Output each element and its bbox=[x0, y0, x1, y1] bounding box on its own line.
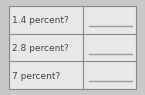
Text: 1.4 percent?: 1.4 percent? bbox=[12, 16, 68, 25]
Text: 2.8 percent?: 2.8 percent? bbox=[12, 44, 68, 53]
Text: 7 percent?: 7 percent? bbox=[12, 72, 60, 81]
Bar bbox=[9, 6, 136, 89]
